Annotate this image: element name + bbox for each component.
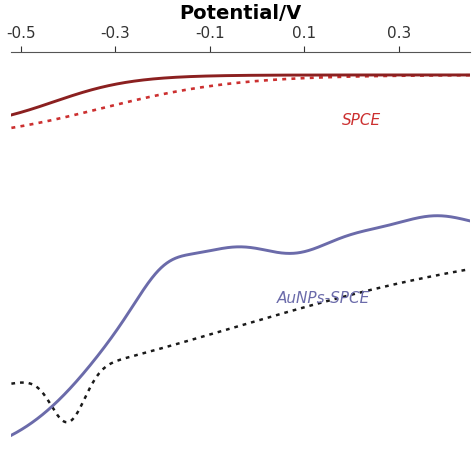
Text: SPCE: SPCE — [341, 113, 381, 128]
Text: AuNPs-SPCE: AuNPs-SPCE — [277, 291, 371, 306]
X-axis label: Potential/V: Potential/V — [180, 4, 302, 23]
